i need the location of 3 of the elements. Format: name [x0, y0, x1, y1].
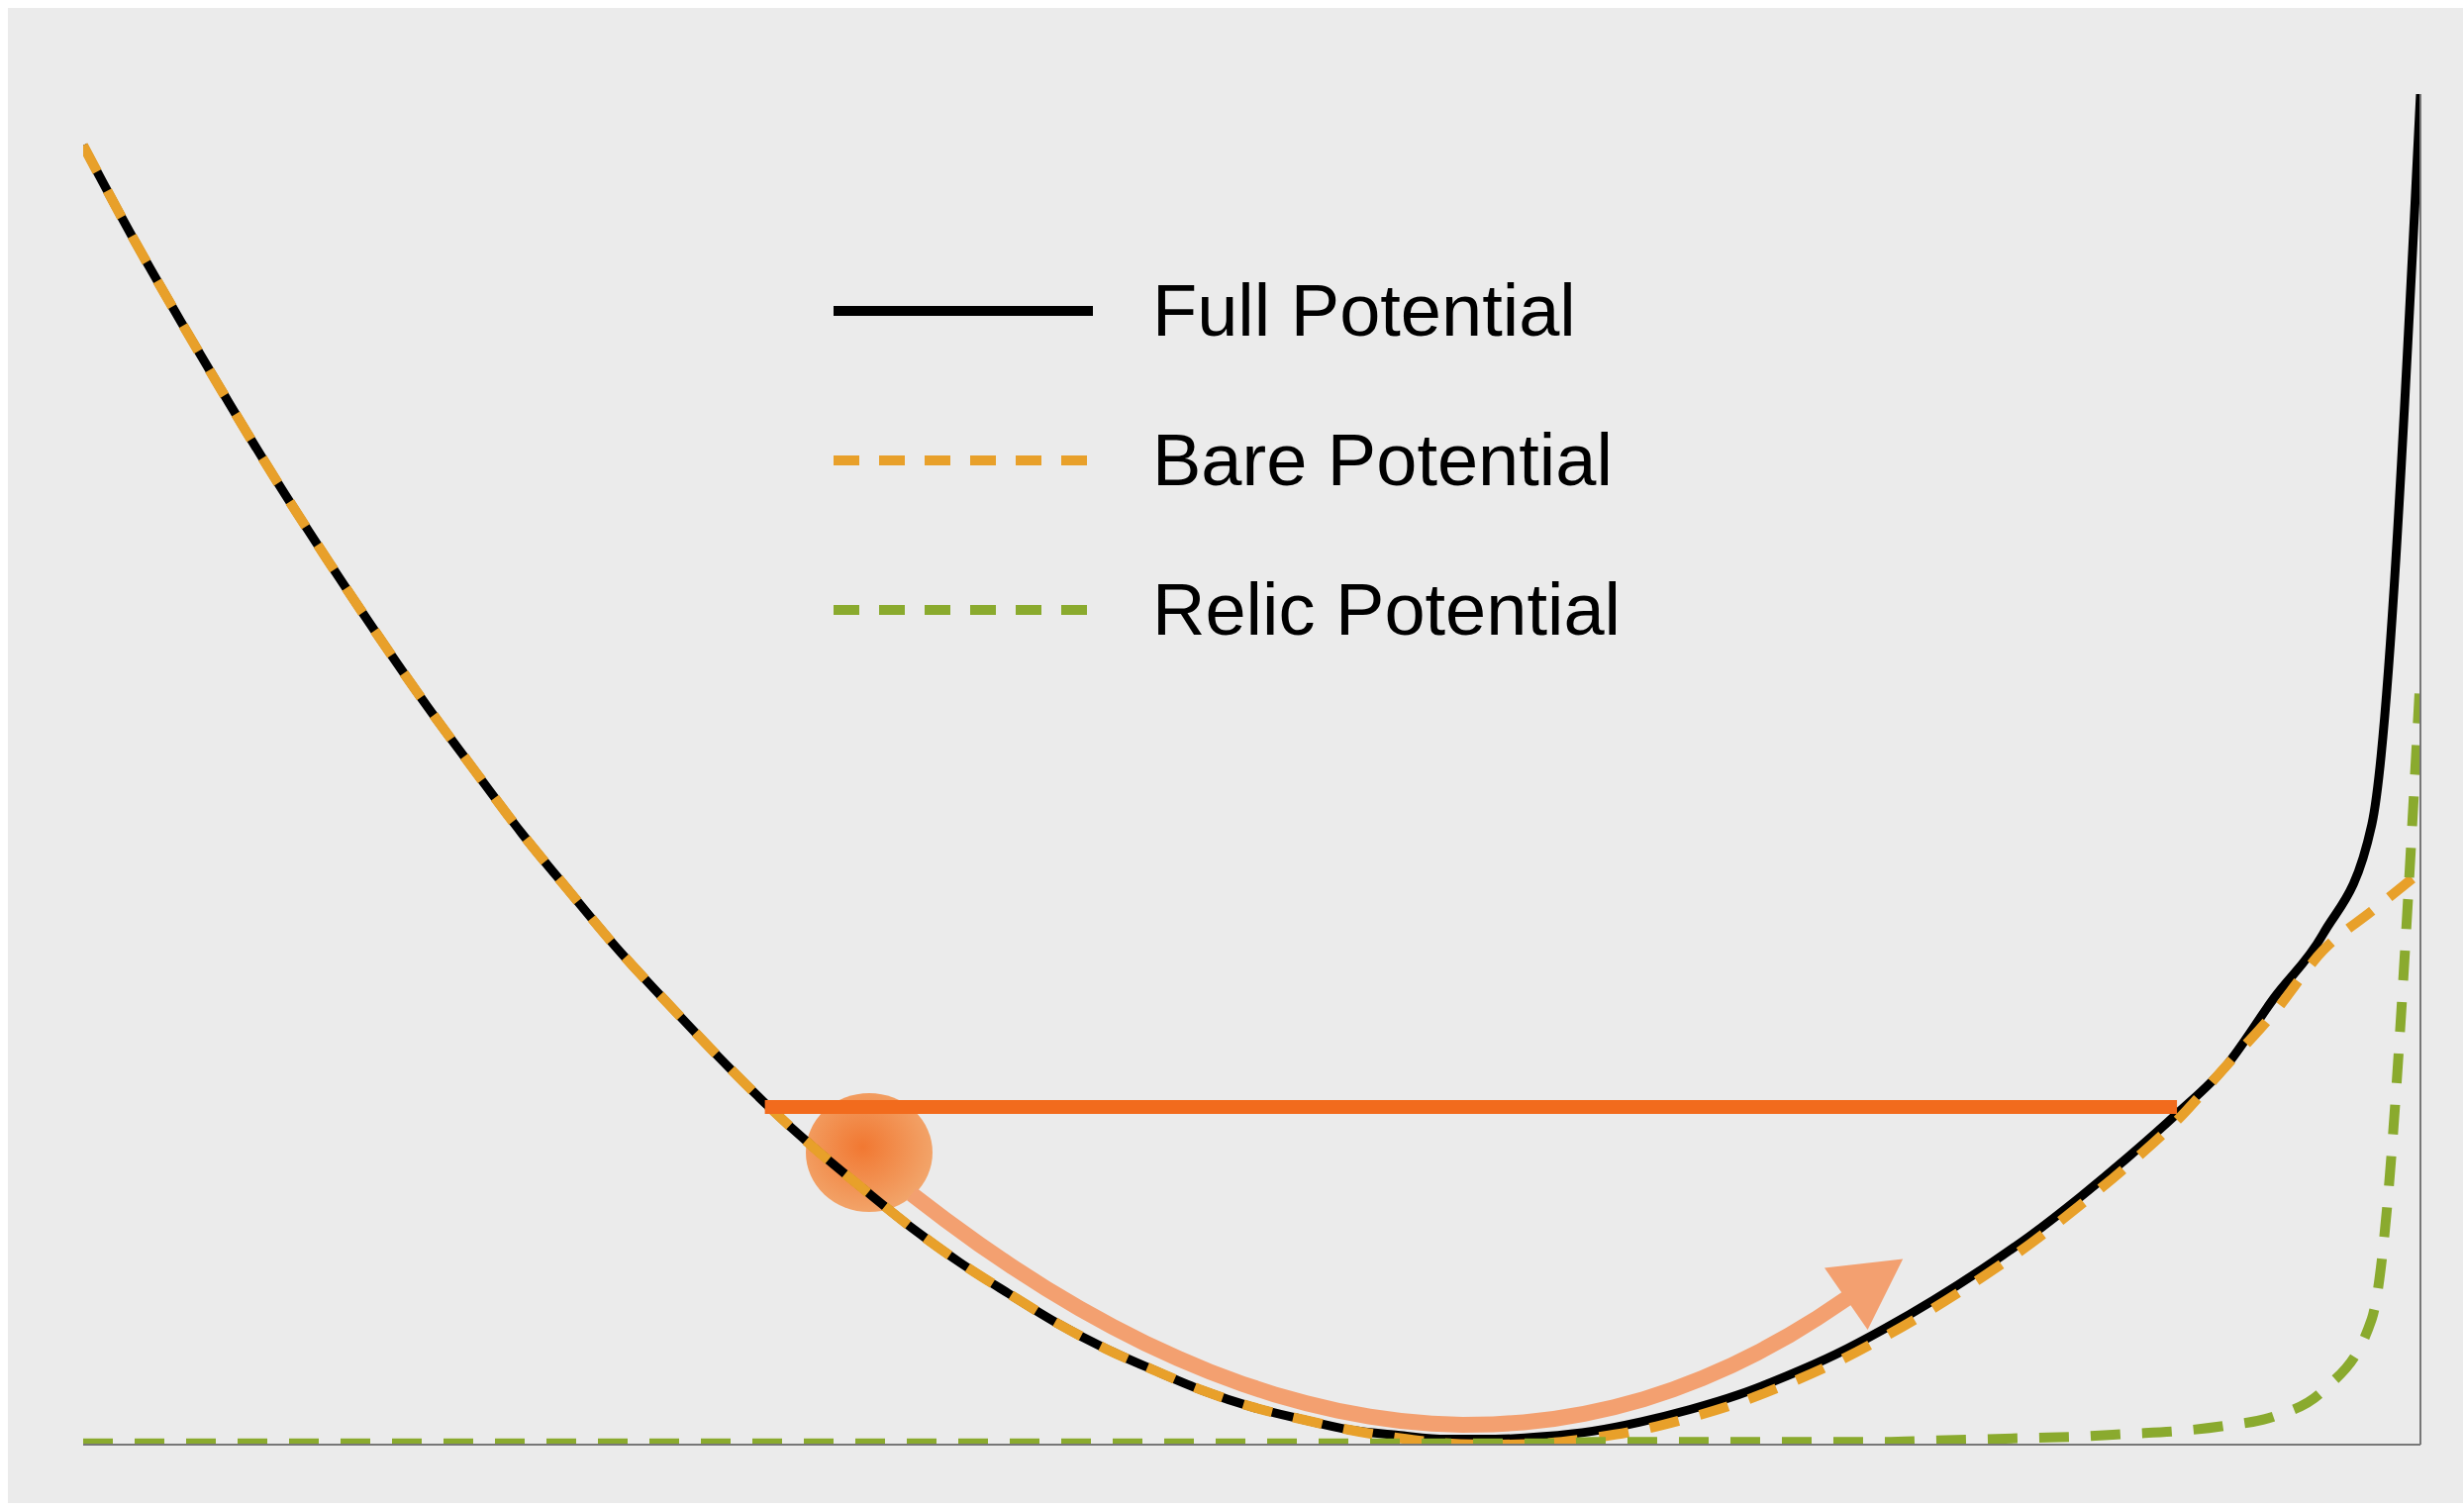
legend-label: Full Potential: [1152, 268, 1576, 352]
legend-label: Bare Potential: [1152, 418, 1613, 502]
legend-label: Relic Potential: [1152, 567, 1622, 652]
